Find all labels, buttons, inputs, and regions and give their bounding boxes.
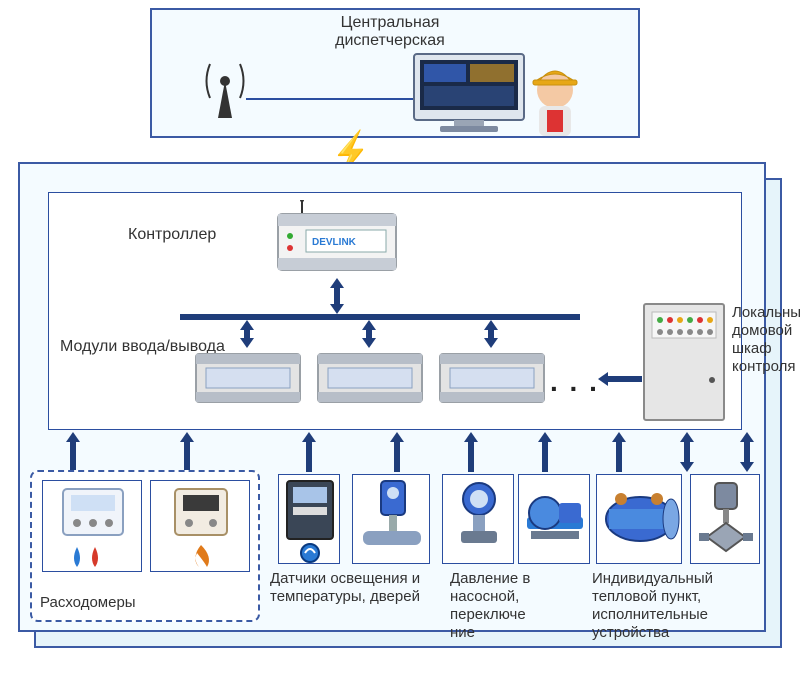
dispatch-title: Центральная диспетчерская xyxy=(290,14,490,51)
arrow-bus-io-2 xyxy=(362,320,376,348)
io-module-1 xyxy=(194,348,302,411)
arrow-down-4 xyxy=(390,432,404,472)
arrow-bus-io-1 xyxy=(240,320,254,348)
cabinet-l4: контроля xyxy=(732,358,795,375)
transmitter-card xyxy=(442,474,514,564)
pump-l1: Давление в xyxy=(450,570,530,587)
flowmeters-caption: Расходомеры xyxy=(40,594,136,612)
heat-exchanger-card xyxy=(596,474,682,564)
arrow-down-2 xyxy=(180,432,194,472)
arrow-down-3 xyxy=(302,432,316,472)
controller-device: DEVLINK xyxy=(272,200,402,278)
arrow-down-8 xyxy=(680,432,694,472)
arrow-controller-bus xyxy=(330,278,344,314)
pump-card xyxy=(518,474,590,564)
heat-l3: исполнительные xyxy=(592,606,708,623)
io-module-2 xyxy=(316,348,424,411)
flowmeter-1-card xyxy=(42,480,142,572)
pump-caption: Давление в насосной, переключе ние xyxy=(450,570,570,642)
controller-label: Контроллер xyxy=(128,226,216,244)
arrow-down-1 xyxy=(66,432,80,472)
arrow-down-6 xyxy=(538,432,552,472)
control-cabinet xyxy=(642,302,726,425)
heat-caption: Индивидуальный тепловой пункт, исполните… xyxy=(592,570,766,642)
arrow-down-7 xyxy=(612,432,626,472)
svg-text:DEVLINK: DEVLINK xyxy=(312,237,357,248)
antenna-wire xyxy=(246,98,436,100)
dispatch-title-line2: диспетчерская xyxy=(335,32,445,49)
cabinet-caption: Локальный домовой шкаф контроля xyxy=(732,304,796,376)
pump-l3: переключе xyxy=(450,606,526,623)
pump-l2: насосной, xyxy=(450,588,519,605)
actuator-valve-card xyxy=(690,474,760,564)
pump-l4: ние xyxy=(450,624,475,641)
heat-l4: устройства xyxy=(592,624,669,641)
arrow-cabinet-bus xyxy=(598,372,642,386)
arrow-down-5 xyxy=(464,432,478,472)
io-modules-ellipsis: . . . xyxy=(550,366,599,398)
antenna-icon xyxy=(200,56,250,129)
temp-sensor-card xyxy=(352,474,430,564)
heat-l2: тепловой пункт, xyxy=(592,588,701,605)
arrow-down-9 xyxy=(740,432,754,472)
cabinet-l1: Локальный xyxy=(732,304,800,321)
sensors-caption: Датчики освещения и температуры, дверей xyxy=(270,570,444,606)
flowmeter-2-card xyxy=(150,480,250,572)
io-module-3 xyxy=(438,348,546,411)
dispatch-title-line1: Центральная xyxy=(341,14,440,31)
meter-card xyxy=(278,474,340,564)
cabinet-l2: домовой xyxy=(732,322,792,339)
cabinet-l3: шкаф xyxy=(732,340,772,357)
arrow-bus-io-3 xyxy=(484,320,498,348)
operator-monitor xyxy=(410,50,590,140)
heat-l1: Индивидуальный xyxy=(592,570,713,587)
